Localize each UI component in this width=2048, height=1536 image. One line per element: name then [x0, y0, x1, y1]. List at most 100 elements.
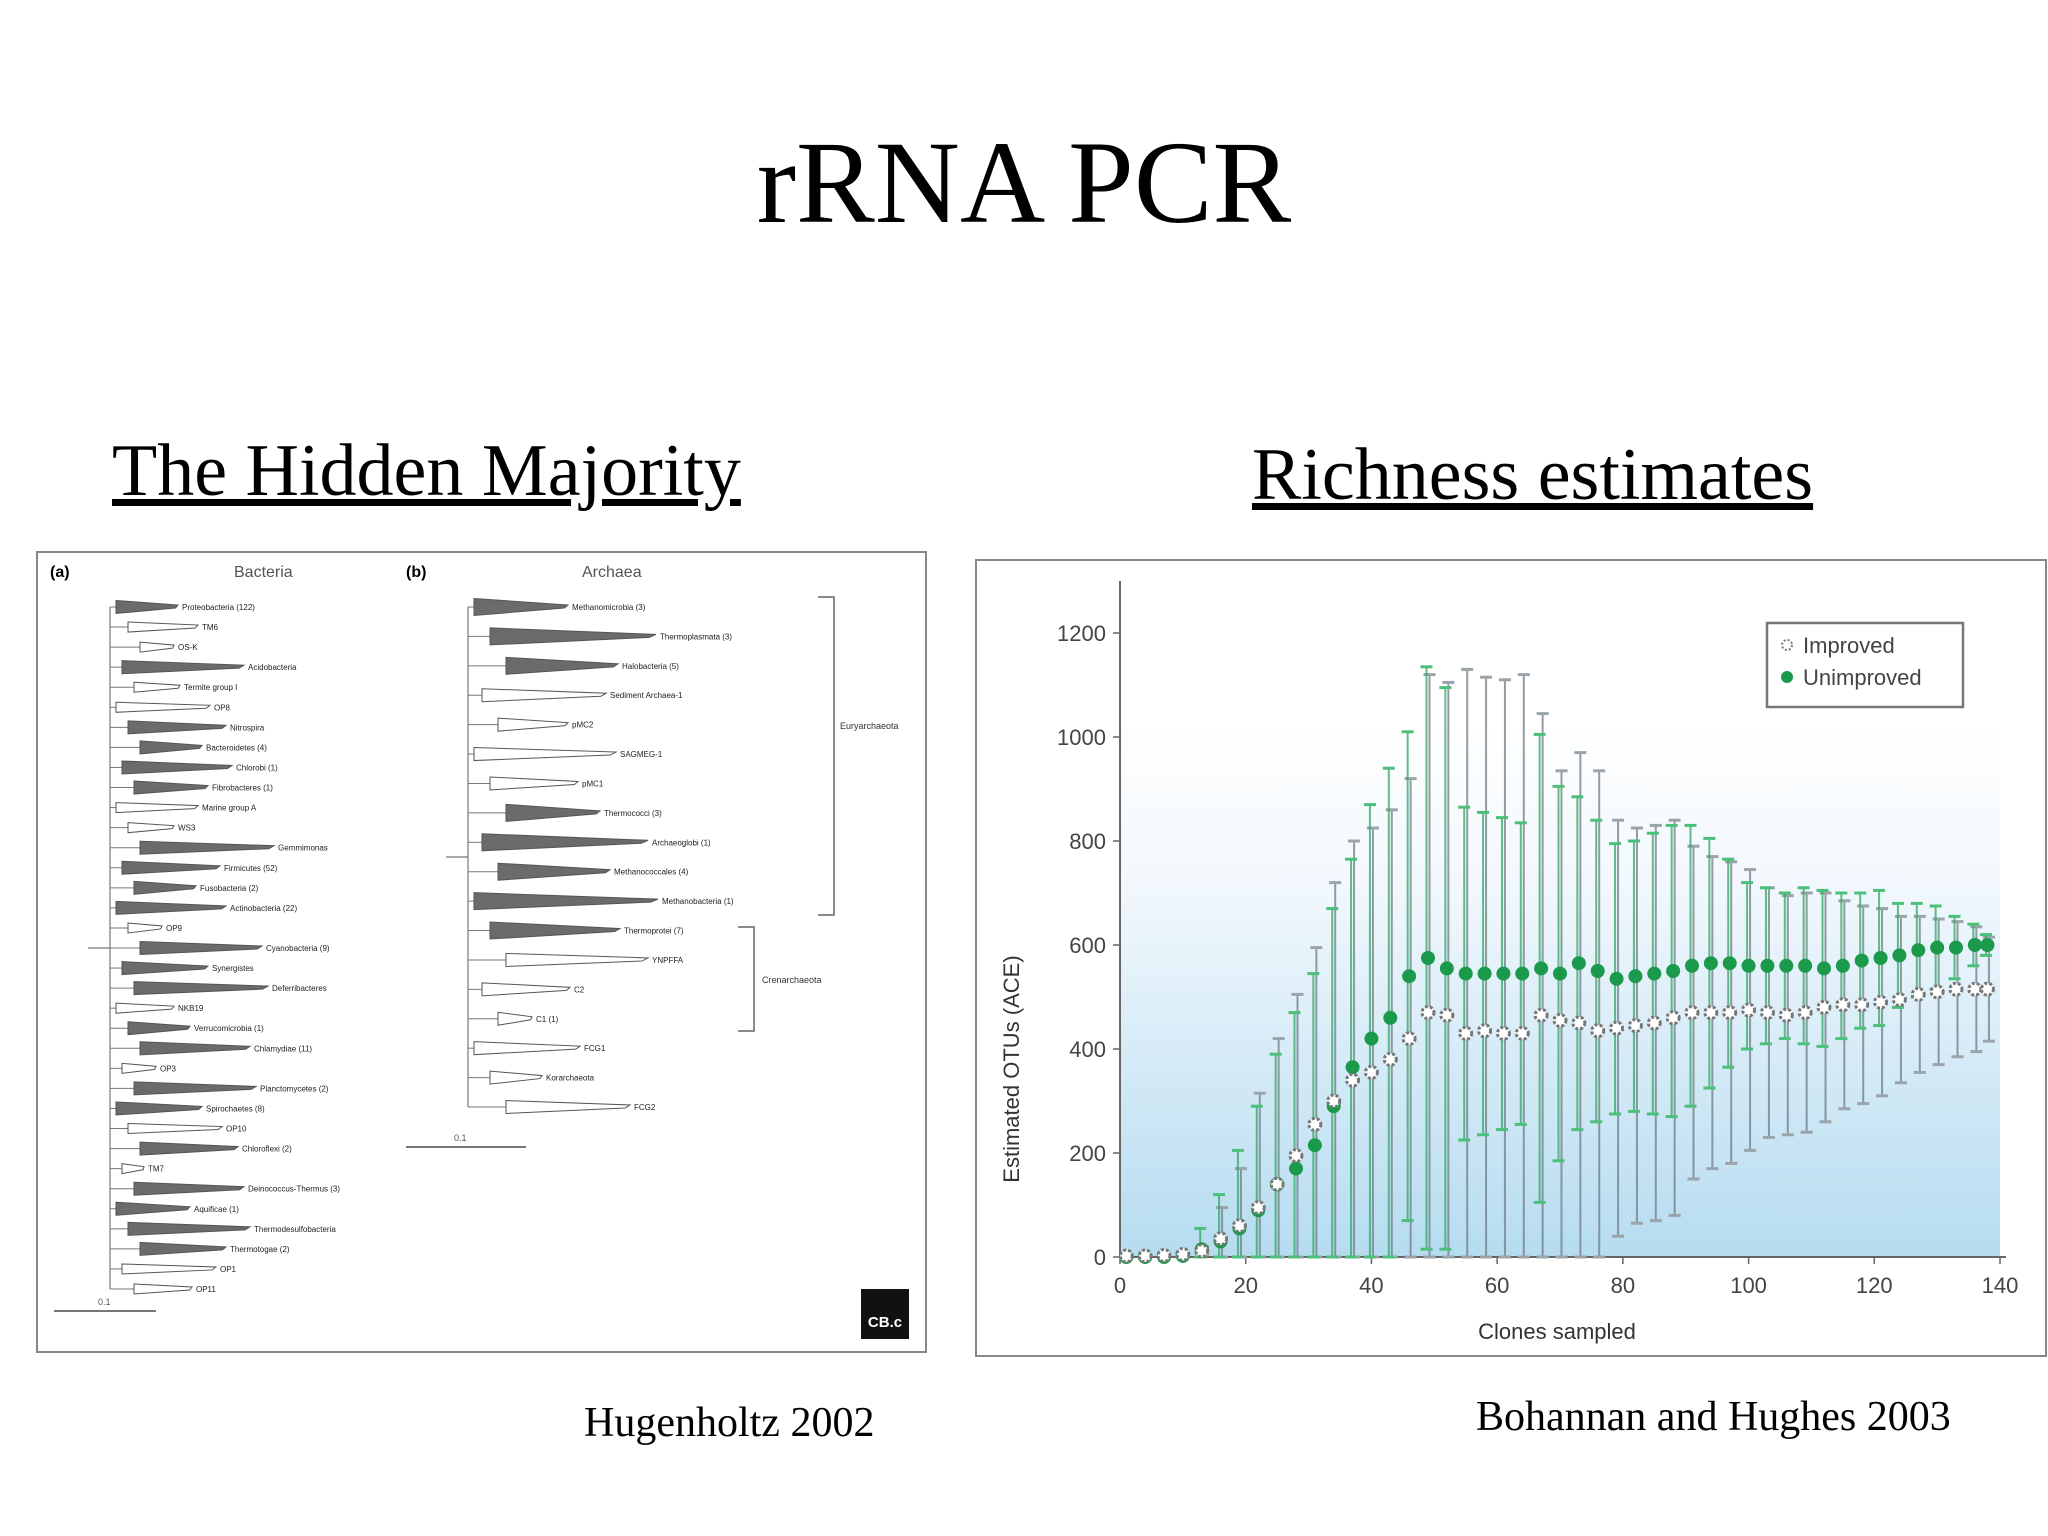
clade-wedge [481, 688, 608, 703]
point-improved [1194, 1243, 1210, 1259]
point-unimproved [1534, 961, 1549, 976]
clade-wedge [139, 1241, 228, 1256]
point-unimproved [1892, 948, 1907, 963]
clade-wedge [139, 940, 264, 956]
clade-wedge [133, 1283, 193, 1295]
point-unimproved [1383, 1010, 1398, 1025]
taxon-label: OP8 [214, 703, 231, 712]
clade-wedge [127, 1221, 252, 1236]
y-tick-label: 0 [1094, 1245, 1106, 1270]
point-improved [1778, 1007, 1794, 1023]
point-unimproved [1477, 966, 1492, 981]
point-improved [1363, 1064, 1379, 1080]
clade-wedge [115, 599, 180, 615]
slide-title: rRNA PCR [756, 117, 1292, 248]
clade-wedge [127, 621, 200, 633]
point-unimproved [1741, 958, 1756, 973]
bacteria-tree: Proteobacteria (122) TM6 OS-K Acidobacteria… [88, 599, 340, 1295]
point-improved [1439, 1007, 1455, 1023]
plot-background [1120, 721, 2000, 1257]
taxon-label: Thermoplasmata (3) [660, 632, 732, 641]
chart-legend: Improved Unimproved [1765, 621, 1965, 709]
point-unimproved [1854, 953, 1869, 968]
taxon-label: OP11 [196, 1285, 216, 1294]
clade-wedge [121, 1263, 218, 1275]
euryarchaeota-label: Euryarchaeota [840, 721, 899, 731]
point-unimproved [1402, 969, 1417, 984]
point-improved [1835, 997, 1851, 1013]
point-improved [1797, 1005, 1813, 1021]
legend-marker-improved [1781, 639, 1793, 651]
taxon-label: Gemmimonas [278, 844, 328, 853]
clade-wedge [133, 780, 210, 795]
point-improved [1137, 1248, 1153, 1264]
bacteria-scale-label: 0.1 [98, 1297, 111, 1307]
point-unimproved [1609, 971, 1624, 986]
point-unimproved [1496, 966, 1511, 981]
taxon-label: Thermoprotei (7) [624, 927, 684, 936]
point-improved [1948, 981, 1964, 997]
taxon-label: Thermodesulfobacteria [254, 1225, 336, 1234]
richness-chart-figure: 0 20 40 60 80 100 120 140 0 200 400 600 800 1000 1200 … [975, 559, 2047, 1357]
clade-wedge [127, 720, 228, 735]
taxon-label: Bacteroidetes (4) [206, 743, 267, 752]
point-improved [1759, 1005, 1775, 1021]
clade-wedge [497, 717, 570, 732]
clade-wedge [127, 822, 175, 834]
richness-estimates-heading: Richness estimates [1252, 434, 1814, 516]
point-improved [1873, 994, 1889, 1010]
clade-wedge [127, 1123, 224, 1135]
point-unimproved [1873, 951, 1888, 965]
x-tick-label: 140 [1982, 1273, 2019, 1298]
clade-wedge [139, 840, 276, 855]
clade-wedge [139, 740, 204, 755]
taxon-label: NKB19 [178, 1004, 204, 1013]
clade-wedge [115, 701, 212, 713]
taxon-label: OP10 [226, 1125, 247, 1134]
clade-wedge [505, 1099, 632, 1115]
point-unimproved [1289, 1161, 1303, 1176]
clade-wedge [121, 860, 222, 875]
point-improved [1967, 981, 1983, 997]
x-tick-label: 60 [1485, 1273, 1509, 1298]
point-improved [1722, 1005, 1738, 1021]
x-tick-label: 100 [1730, 1273, 1767, 1298]
point-unimproved [1967, 938, 1982, 952]
clade-wedge [481, 833, 649, 852]
taxon-label: Archaeoglobi (1) [652, 838, 711, 847]
taxon-label: FCG1 [584, 1044, 606, 1053]
richness-chart: 0 20 40 60 80 100 120 140020040060080010001200 … [999, 581, 2019, 1344]
point-improved [1627, 1018, 1643, 1034]
point-improved [1420, 1005, 1436, 1021]
clade-wedge [481, 982, 572, 997]
taxon-label: Methanococcales (4) [614, 868, 689, 877]
clade-wedge [139, 641, 175, 653]
taxon-label: Chloroflexi (2) [242, 1145, 292, 1154]
clade-wedge [139, 1041, 252, 1056]
point-improved [1495, 1025, 1511, 1041]
x-tick-label: 80 [1611, 1273, 1635, 1298]
point-improved [1382, 1051, 1398, 1067]
clade-wedge [133, 1081, 258, 1096]
taxon-label: Halobacteria (5) [622, 662, 679, 671]
taxon-label: Proteobacteria (122) [182, 603, 255, 612]
point-unimproved [1439, 961, 1454, 976]
point-unimproved [1703, 956, 1718, 971]
clade-wedge [115, 1101, 204, 1116]
phylogenetic-tree-figure: (a) Bacteria (b) Archaea Proteobacteria … [36, 551, 927, 1353]
x-tick-label: 120 [1856, 1273, 1893, 1298]
point-unimproved [1307, 1138, 1322, 1153]
left-citation: Hugenholtz 2002 [584, 1400, 875, 1446]
taxon-label: Thermotogae (2) [230, 1245, 290, 1254]
taxon-label: Deferribacteres [272, 984, 327, 993]
point-improved [1477, 1023, 1493, 1039]
clade-wedge [133, 1181, 246, 1196]
clade-wedge [489, 1070, 543, 1085]
point-improved [1609, 1020, 1625, 1036]
clade-wedge [121, 1163, 145, 1175]
taxon-label: OP1 [220, 1265, 237, 1274]
taxon-label: Spirochaetes (8) [206, 1104, 265, 1113]
clade-wedge [489, 776, 580, 791]
point-improved [1816, 999, 1832, 1015]
crenarchaeota-label: Crenarchaeota [762, 975, 822, 985]
